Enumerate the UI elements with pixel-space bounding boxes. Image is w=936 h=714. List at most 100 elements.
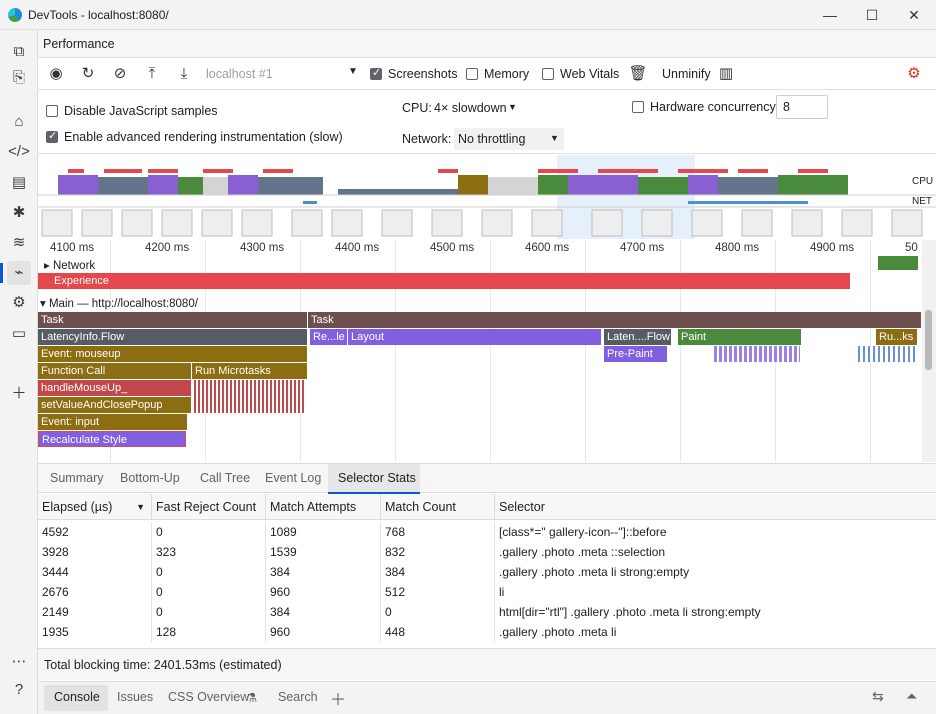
drawer-tab-console[interactable]: Console <box>54 690 100 704</box>
device-emulation-icon[interactable]: ⧉ <box>13 43 25 60</box>
disable-js-samples-checkbox[interactable]: Disable JavaScript samples <box>46 104 218 118</box>
table-row[interactable]: 4592 0 1089 768 [class*=" gallery-icon--"]::… <box>38 522 936 542</box>
flame-scrollbar[interactable] <box>922 240 936 462</box>
panel-header: Performance <box>38 30 936 58</box>
download-icon[interactable]: ⤓ <box>180 65 188 82</box>
relayout-bar[interactable]: Re...le <box>310 329 348 345</box>
help-icon[interactable]: ? <box>14 681 24 698</box>
tab-summary[interactable]: Summary <box>50 471 104 485</box>
cpu-throttle-select[interactable]: 4× slowdown ▼ <box>430 97 522 119</box>
tab-call-tree[interactable]: Call Tree <box>200 471 251 485</box>
flame-scroll-thumb[interactable] <box>925 310 932 370</box>
tab-event-log[interactable]: Event Log <box>265 471 322 485</box>
network-wifi-icon[interactable]: ≋ <box>12 234 26 251</box>
memory-checkbox[interactable]: Memory <box>466 67 529 81</box>
maximize-button[interactable]: ☐ <box>865 7 879 23</box>
table-cell: 323 <box>152 542 266 562</box>
flame-chart[interactable]: 4100 ms 4200 ms 4300 ms 4400 ms 4500 ms 4600 … <box>38 240 922 462</box>
network-request-bars[interactable] <box>878 256 918 270</box>
window-title: DevTools - localhost:8080/ <box>28 8 169 22</box>
table-cell: 1935 <box>38 622 152 642</box>
memory-label: Memory <box>484 67 530 81</box>
event-input-bar[interactable]: Event: input <box>38 414 188 430</box>
advanced-rendering-checkbox[interactable]: Enable advanced rendering instrumentatio… <box>46 129 343 144</box>
drawer-tab-css-overview[interactable]: CSS Overview <box>168 690 250 704</box>
network-throttle-select[interactable]: No throttling ▼ <box>454 128 564 150</box>
expand-drawer-icon[interactable]: ⏶ <box>906 688 918 704</box>
col-fast-reject[interactable]: Fast Reject Count <box>152 494 266 520</box>
flame-tick-label: 4200 ms <box>145 242 190 254</box>
clear-icon[interactable]: ⊘ <box>113 65 127 82</box>
handle-mouseup-bar[interactable]: handleMouseUp_ <box>38 380 192 396</box>
reload-record-icon[interactable]: ↻ <box>81 65 95 82</box>
screenshots-checkbox[interactable]: Screenshots <box>370 66 457 81</box>
performance-icon[interactable]: ⌁ <box>0 261 31 285</box>
welcome-home-icon[interactable]: ⌂ <box>14 113 24 130</box>
add-tab-plus-icon[interactable]: ＋ <box>330 692 347 709</box>
elements-icon[interactable]: </> <box>8 143 30 160</box>
unminify-button[interactable]: Unminify <box>662 67 711 81</box>
more-tools-plus-icon[interactable]: ＋ <box>11 385 27 402</box>
trash-icon[interactable]: 🗑 <box>628 65 648 82</box>
console-tab-bg[interactable] <box>44 685 108 711</box>
web-vitals-checkbox[interactable]: Web Vitals <box>542 67 619 81</box>
dock-drawer-icon[interactable]: ⇆ <box>872 688 884 704</box>
layout-bar[interactable]: Layout <box>348 329 602 345</box>
minimize-button[interactable]: — <box>823 7 837 23</box>
target-chevron-down-icon[interactable]: ▼ <box>348 66 358 77</box>
network-track[interactable]: ▸ Network <box>44 260 96 272</box>
col-match-count[interactable]: Match Count <box>381 494 495 520</box>
task-bar[interactable]: Task <box>308 312 922 328</box>
memory-gear-icon[interactable]: ⚙ <box>12 294 26 311</box>
capture-settings: Disable JavaScript samples Enable advanc… <box>38 90 936 154</box>
pre-paint-bar[interactable]: Pre-Paint <box>604 346 668 362</box>
table-cell: .gallery .photo .meta li strong:empty <box>499 565 690 579</box>
hardware-concurrency-input[interactable]: 8 <box>776 95 828 119</box>
table-cell: 0 <box>381 602 495 622</box>
task-bar[interactable]: Task <box>38 312 308 328</box>
table-row[interactable]: 2676 0 960 512 li <box>38 582 936 602</box>
run-microtasks-bar[interactable]: Ru...ks <box>876 329 918 345</box>
col-elapsed[interactable]: Elapsed (µs) ▼ <box>38 494 152 520</box>
map-icon[interactable]: ▥ <box>718 65 734 82</box>
paint-slices[interactable] <box>714 346 800 362</box>
set-value-close-popup-bar[interactable]: setValueAndClosePopup <box>38 397 192 413</box>
col-match-attempts[interactable]: Match Attempts <box>266 494 381 520</box>
table-row[interactable]: 3444 0 384 384 .gallery .photo .meta li stro… <box>38 562 936 582</box>
inspect-icon[interactable]: ⎘ <box>12 69 25 86</box>
tab-selector-stats[interactable]: Selector Stats <box>338 471 416 485</box>
selector-stats-table: Elapsed (µs) ▼ Fast Reject Count Match At… <box>38 494 936 648</box>
drawer-tab-issues[interactable]: Issues <box>117 690 154 704</box>
upload-icon[interactable]: ⤒ <box>148 65 156 82</box>
table-cell: 768 <box>381 522 495 542</box>
hardware-concurrency-checkbox[interactable]: Hardware concurrency <box>632 100 776 114</box>
run-microtasks-bar[interactable]: Run Microtasks <box>192 363 308 379</box>
latency-info-flow-bar[interactable]: LatencyInfo.Flow <box>38 329 308 345</box>
disable-js-label: Disable JavaScript samples <box>64 104 218 118</box>
close-button[interactable]: ✕ <box>908 7 920 23</box>
application-icon[interactable]: ▭ <box>11 325 27 342</box>
main-thread-track[interactable]: ▾ Main — http://localhost:8080/ <box>40 298 198 310</box>
paint-bar[interactable]: Paint <box>678 329 802 345</box>
col-selector[interactable]: Selector <box>495 494 936 520</box>
console-icon[interactable]: ▤ <box>11 174 27 191</box>
tab-bottom-up[interactable]: Bottom-Up <box>120 471 180 485</box>
recalculate-style-bar[interactable]: Recalculate Style <box>38 431 186 447</box>
timeline-overview[interactable]: 500 ms1000 ms1500 ms2000 ms2500 ms3000 m… <box>38 155 936 239</box>
latency-flow-bar[interactable]: Laten....Flow <box>604 329 672 345</box>
sources-bug-icon[interactable]: ✱ <box>12 204 26 221</box>
table-row[interactable]: 1935 128 960 448 .gallery .photo .meta li <box>38 622 936 642</box>
function-call-bar[interactable]: Function Call <box>38 363 192 379</box>
microtask-call-slices[interactable] <box>194 380 306 413</box>
settings-gear-icon[interactable]: ⚙ <box>907 65 921 82</box>
target-select[interactable]: localhost #1 <box>206 67 273 81</box>
tab-selector-stats-bg[interactable] <box>328 464 420 494</box>
record-icon[interactable]: ◉ <box>49 65 63 82</box>
experience-track[interactable]: Experience <box>38 273 850 289</box>
event-mouseup-bar[interactable]: Event: mouseup <box>38 346 308 362</box>
microtask-slices[interactable] <box>858 346 918 362</box>
more-menu-icon[interactable]: ⋯ <box>11 653 27 670</box>
table-row[interactable]: 3928 323 1539 832 .gallery .photo .meta ::se… <box>38 542 936 562</box>
table-row[interactable]: 2149 0 384 0 html[dir="rtl"] .gallery .photo… <box>38 602 936 622</box>
drawer-tab-search[interactable]: Search <box>278 690 318 704</box>
